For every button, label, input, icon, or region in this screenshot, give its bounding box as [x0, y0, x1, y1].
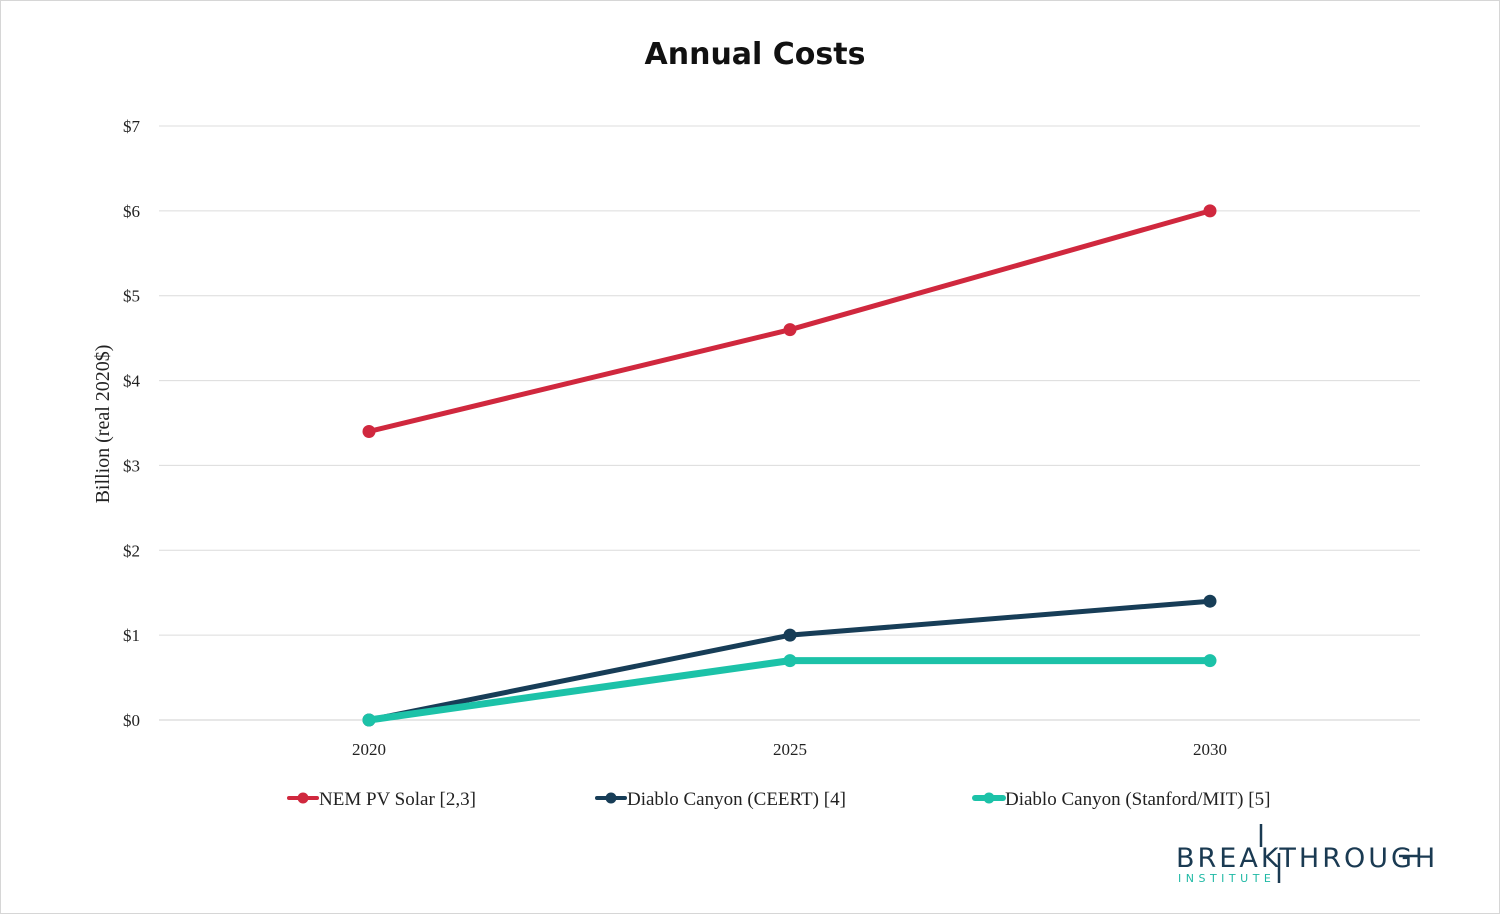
series-group [362, 204, 1217, 727]
grid-lines [159, 125, 1420, 721]
chart-title: Annual Costs [645, 37, 866, 72]
series-line [366, 208, 1213, 434]
data-point [362, 424, 376, 438]
legend-item: Diablo Canyon (Stanford/MIT) [5] [972, 789, 1270, 810]
y-tick-label: $1 [123, 626, 140, 645]
legend-label: Diablo Canyon (CEERT) [4] [627, 789, 846, 810]
x-tick-label: 2025 [773, 740, 807, 759]
y-tick-labels: $0 $1 $2 $3 $4 $5 $6 $7 [123, 117, 141, 730]
legend-label: NEM PV Solar [2,3] [319, 789, 476, 810]
y-tick-label: $5 [123, 287, 140, 306]
x-tick-label: 2030 [1193, 740, 1227, 759]
legend-marker [605, 792, 617, 804]
x-tick-label: 2020 [352, 740, 386, 759]
y-axis-label: Billion (real 2020$) [92, 345, 114, 504]
y-tick-label: $2 [123, 541, 140, 560]
legend-label: Diablo Canyon (Stanford/MIT) [5] [1005, 789, 1270, 810]
legend-marker [983, 792, 995, 804]
data-point [362, 713, 376, 727]
legend: NEM PV Solar [2,3] Diablo Canyon (CEERT) … [287, 789, 1270, 810]
data-point [783, 628, 797, 642]
y-tick-label: $0 [123, 711, 140, 730]
series-1 [362, 204, 1217, 438]
data-point [1203, 204, 1217, 218]
y-tick-label: $7 [123, 117, 141, 136]
series-3 [362, 654, 1217, 727]
legend-marker [297, 792, 309, 804]
logo-subtitle: INSTITUTE [1178, 872, 1275, 885]
legend-item: Diablo Canyon (CEERT) [4] [595, 789, 846, 810]
logo-wordmark: BREAKTHROUGH [1176, 843, 1438, 874]
y-tick-label: $6 [123, 202, 140, 221]
y-tick-label: $4 [123, 372, 141, 391]
data-point [1203, 594, 1217, 608]
data-point [783, 654, 797, 668]
breakthrough-logo: BREAKTHROUGH INSTITUTE [1176, 824, 1438, 885]
series-line [365, 657, 1214, 724]
data-point [1203, 654, 1217, 668]
legend-item: NEM PV Solar [2,3] [287, 789, 476, 810]
data-point [783, 323, 797, 337]
y-tick-label: $3 [123, 456, 140, 475]
x-tick-labels: 2020 2025 2030 [352, 740, 1227, 759]
